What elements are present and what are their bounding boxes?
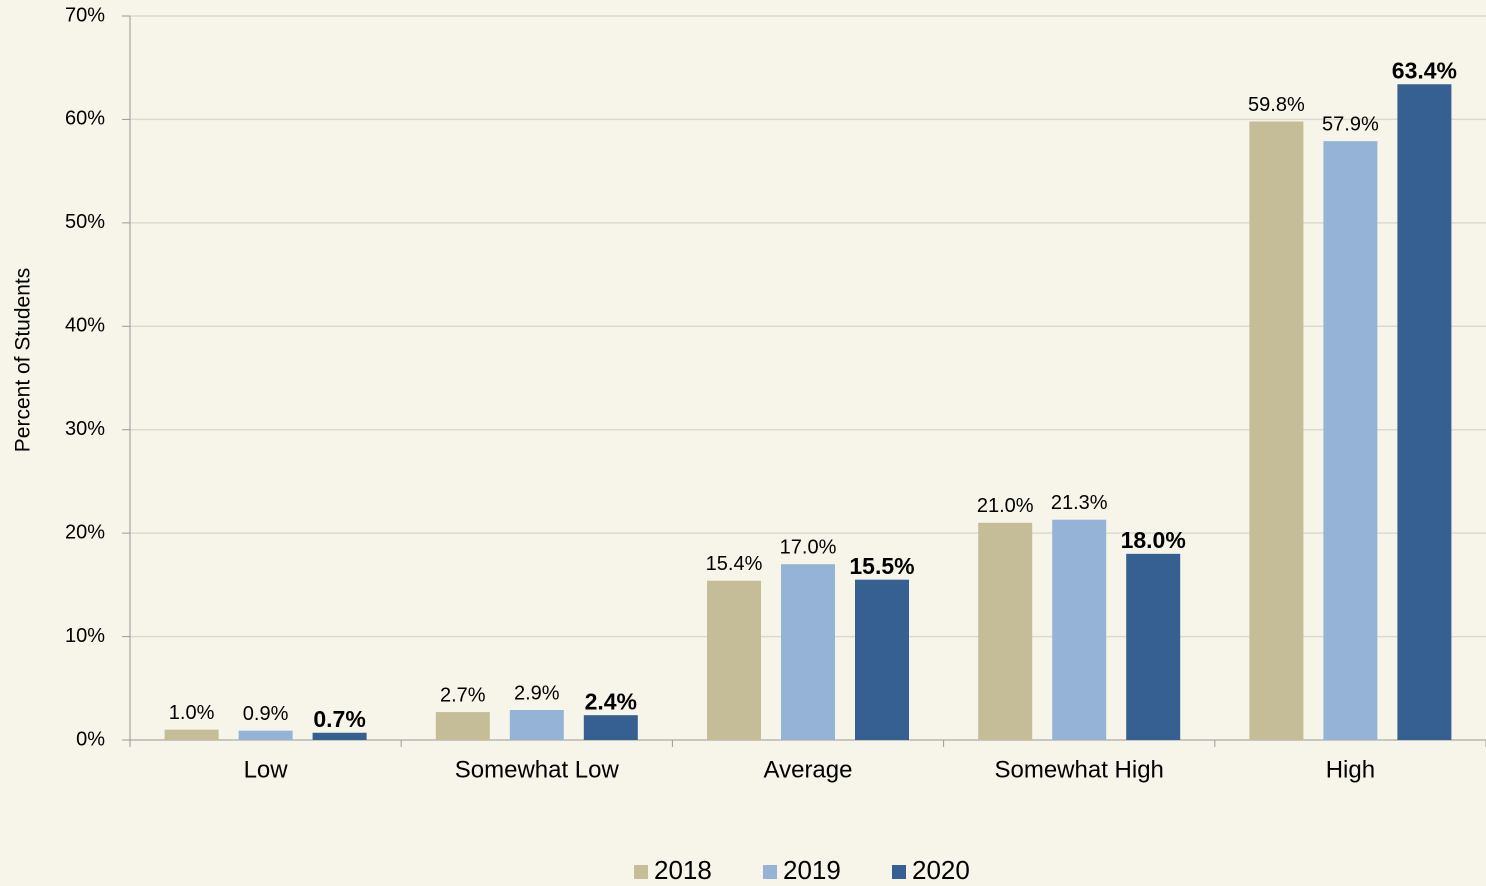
bar: [164, 729, 219, 740]
legend-swatch: [634, 865, 648, 879]
x-tick-label: Somewhat High: [994, 756, 1163, 783]
value-label: 0.9%: [243, 703, 289, 725]
value-label: 0.7%: [313, 706, 365, 732]
legend-label: 2020: [912, 855, 970, 885]
value-label: 59.8%: [1248, 94, 1305, 116]
bar: [435, 712, 490, 740]
y-tick-label: 0%: [76, 728, 105, 750]
y-axis-label: Percent of Students: [12, 268, 35, 452]
value-label: 21.0%: [977, 495, 1034, 517]
y-tick-label: 70%: [65, 4, 105, 26]
value-label: 63.4%: [1392, 57, 1457, 83]
value-label: 15.5%: [849, 553, 914, 579]
bar: [238, 730, 293, 740]
x-tick-label: High: [1326, 756, 1375, 783]
bar: [707, 580, 761, 740]
x-tick-label: Somewhat Low: [455, 756, 620, 783]
bar: [1397, 84, 1452, 740]
y-tick-label: 60%: [65, 108, 105, 130]
bar: [1323, 141, 1378, 741]
bar: [1052, 519, 1107, 740]
legend-swatch: [763, 865, 777, 879]
bar: [781, 564, 835, 740]
legend-swatch: [892, 865, 906, 879]
value-label: 1.0%: [169, 702, 215, 724]
bar: [978, 522, 1033, 740]
bar: [509, 710, 564, 740]
bar: [1249, 121, 1304, 741]
bar: [855, 579, 909, 740]
value-label: 2.9%: [514, 682, 560, 704]
value-label: 21.3%: [1051, 492, 1108, 514]
legend-label: 2018: [654, 855, 712, 885]
value-label: 2.7%: [440, 684, 486, 706]
y-tick-label: 30%: [65, 418, 105, 440]
y-tick-label: 20%: [65, 521, 105, 543]
value-label: 2.4%: [585, 688, 637, 714]
value-label: 17.0%: [780, 536, 837, 558]
legend-label: 2019: [783, 855, 841, 885]
y-tick-label: 10%: [65, 625, 105, 647]
value-label: 57.9%: [1322, 113, 1379, 135]
value-label: 15.4%: [706, 553, 763, 575]
bar: [583, 715, 638, 740]
value-label: 18.0%: [1121, 527, 1186, 553]
bar: [1126, 553, 1181, 740]
bar: [312, 732, 367, 740]
x-tick-label: Low: [244, 756, 289, 783]
y-tick-label: 50%: [65, 211, 105, 233]
y-tick-label: 40%: [65, 315, 105, 337]
x-tick-label: Average: [764, 756, 853, 783]
